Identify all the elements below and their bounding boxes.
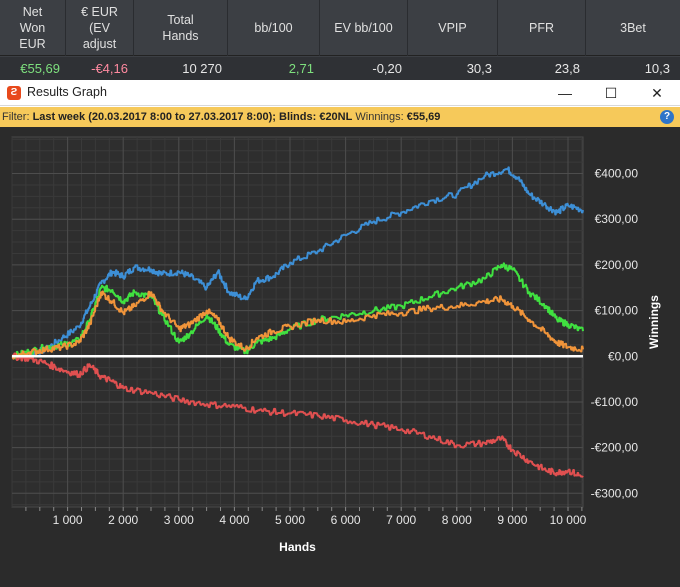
y-tick-label: -€200,00 <box>591 441 639 455</box>
value-net-won: €55,69 <box>20 61 60 76</box>
value-ev-bb100: -0,20 <box>372 61 402 76</box>
x-tick-label: 10 000 <box>550 513 587 527</box>
series-line-3 <box>11 352 584 478</box>
header-3bet[interactable]: 3Bet <box>620 21 646 35</box>
value-vpip: 30,3 <box>466 61 492 76</box>
header-ev-bb100[interactable]: EV bb/100 <box>320 0 408 56</box>
filter-prefix: Filter: <box>2 111 33 123</box>
title-bar[interactable]: ϩ Results Graph — ☐ ✕ <box>0 80 680 106</box>
y-tick-label: €200,00 <box>595 258 639 272</box>
header-net-won[interactable]: Net Won EUR <box>0 0 66 56</box>
filter-range: Last week (20.03.2017 8:00 to 27.03.2017… <box>32 111 353 123</box>
y-tick-label: €0,00 <box>608 349 638 363</box>
x-tick-label: 7 000 <box>386 513 416 527</box>
close-button[interactable]: ✕ <box>651 84 663 101</box>
x-tick-label: 4 000 <box>219 513 249 527</box>
header-vpip[interactable]: VPIP <box>408 0 498 56</box>
maximize-button[interactable]: ☐ <box>604 84 618 101</box>
series-line-0 <box>11 166 584 360</box>
series-line-2 <box>11 290 584 360</box>
stats-value-row: €55,69 -€4,16 10 270 2,71 -0,20 30,3 23,… <box>0 57 680 80</box>
app-logo-icon: ϩ <box>7 86 21 100</box>
y-tick-label: -€100,00 <box>591 395 639 409</box>
help-icon[interactable]: ? <box>660 110 674 124</box>
x-tick-label: 9 000 <box>497 513 527 527</box>
y-tick-label: €400,00 <box>595 167 639 181</box>
window-title: Results Graph <box>27 85 107 99</box>
filter-bar: Filter: Last week (20.03.2017 8:00 to 27… <box>0 107 680 127</box>
value-ev-adjusted: -€4,16 <box>91 61 128 76</box>
x-tick-label: 2 000 <box>108 513 138 527</box>
x-tick-label: 3 000 <box>164 513 194 527</box>
stats-header-row: Net Won EUR € EUR (EV adjust Total Hands… <box>0 0 680 56</box>
series-line-1 <box>11 262 584 360</box>
value-3bet: 10,3 <box>644 61 670 76</box>
x-tick-label: 6 000 <box>331 513 361 527</box>
value-total-hands: 10 270 <box>182 61 222 76</box>
y-axis-label: Winnings <box>647 295 661 349</box>
chart-area: 1 000 2 000 3 000 4 000 5 000 6 000 7 000 8 000… <box>0 127 680 582</box>
x-tick-label: 1 000 <box>53 513 83 527</box>
minimize-button[interactable]: — <box>558 85 572 101</box>
stats-table: Net Won EUR € EUR (EV adjust Total Hands… <box>0 0 680 80</box>
x-axis-label: Hands <box>279 540 316 554</box>
header-bb100[interactable]: bb/100 <box>228 0 320 56</box>
y-tick-label: -€300,00 <box>591 486 639 500</box>
y-tick-label: €300,00 <box>595 212 639 226</box>
x-tick-label: 5 000 <box>275 513 305 527</box>
filter-winnings-value: €55,69 <box>406 111 441 123</box>
results-chart: 1 000 2 000 3 000 4 000 5 000 6 000 7 000 8 000… <box>11 136 661 554</box>
results-graph-window: ϩ Results Graph — ☐ ✕ Filter: Last week … <box>0 80 680 582</box>
header-pfr[interactable]: PFR <box>498 0 586 56</box>
y-tick-label: €100,00 <box>595 304 639 318</box>
x-tick-label: 8 000 <box>442 513 472 527</box>
header-total-hands[interactable]: Total Hands <box>134 0 228 56</box>
filter-winnings-label: Winnings: <box>352 111 407 123</box>
value-bb100: 2,71 <box>288 61 314 76</box>
value-pfr: 23,8 <box>554 61 580 76</box>
header-ev-adjusted[interactable]: € EUR (EV adjust <box>66 0 134 56</box>
